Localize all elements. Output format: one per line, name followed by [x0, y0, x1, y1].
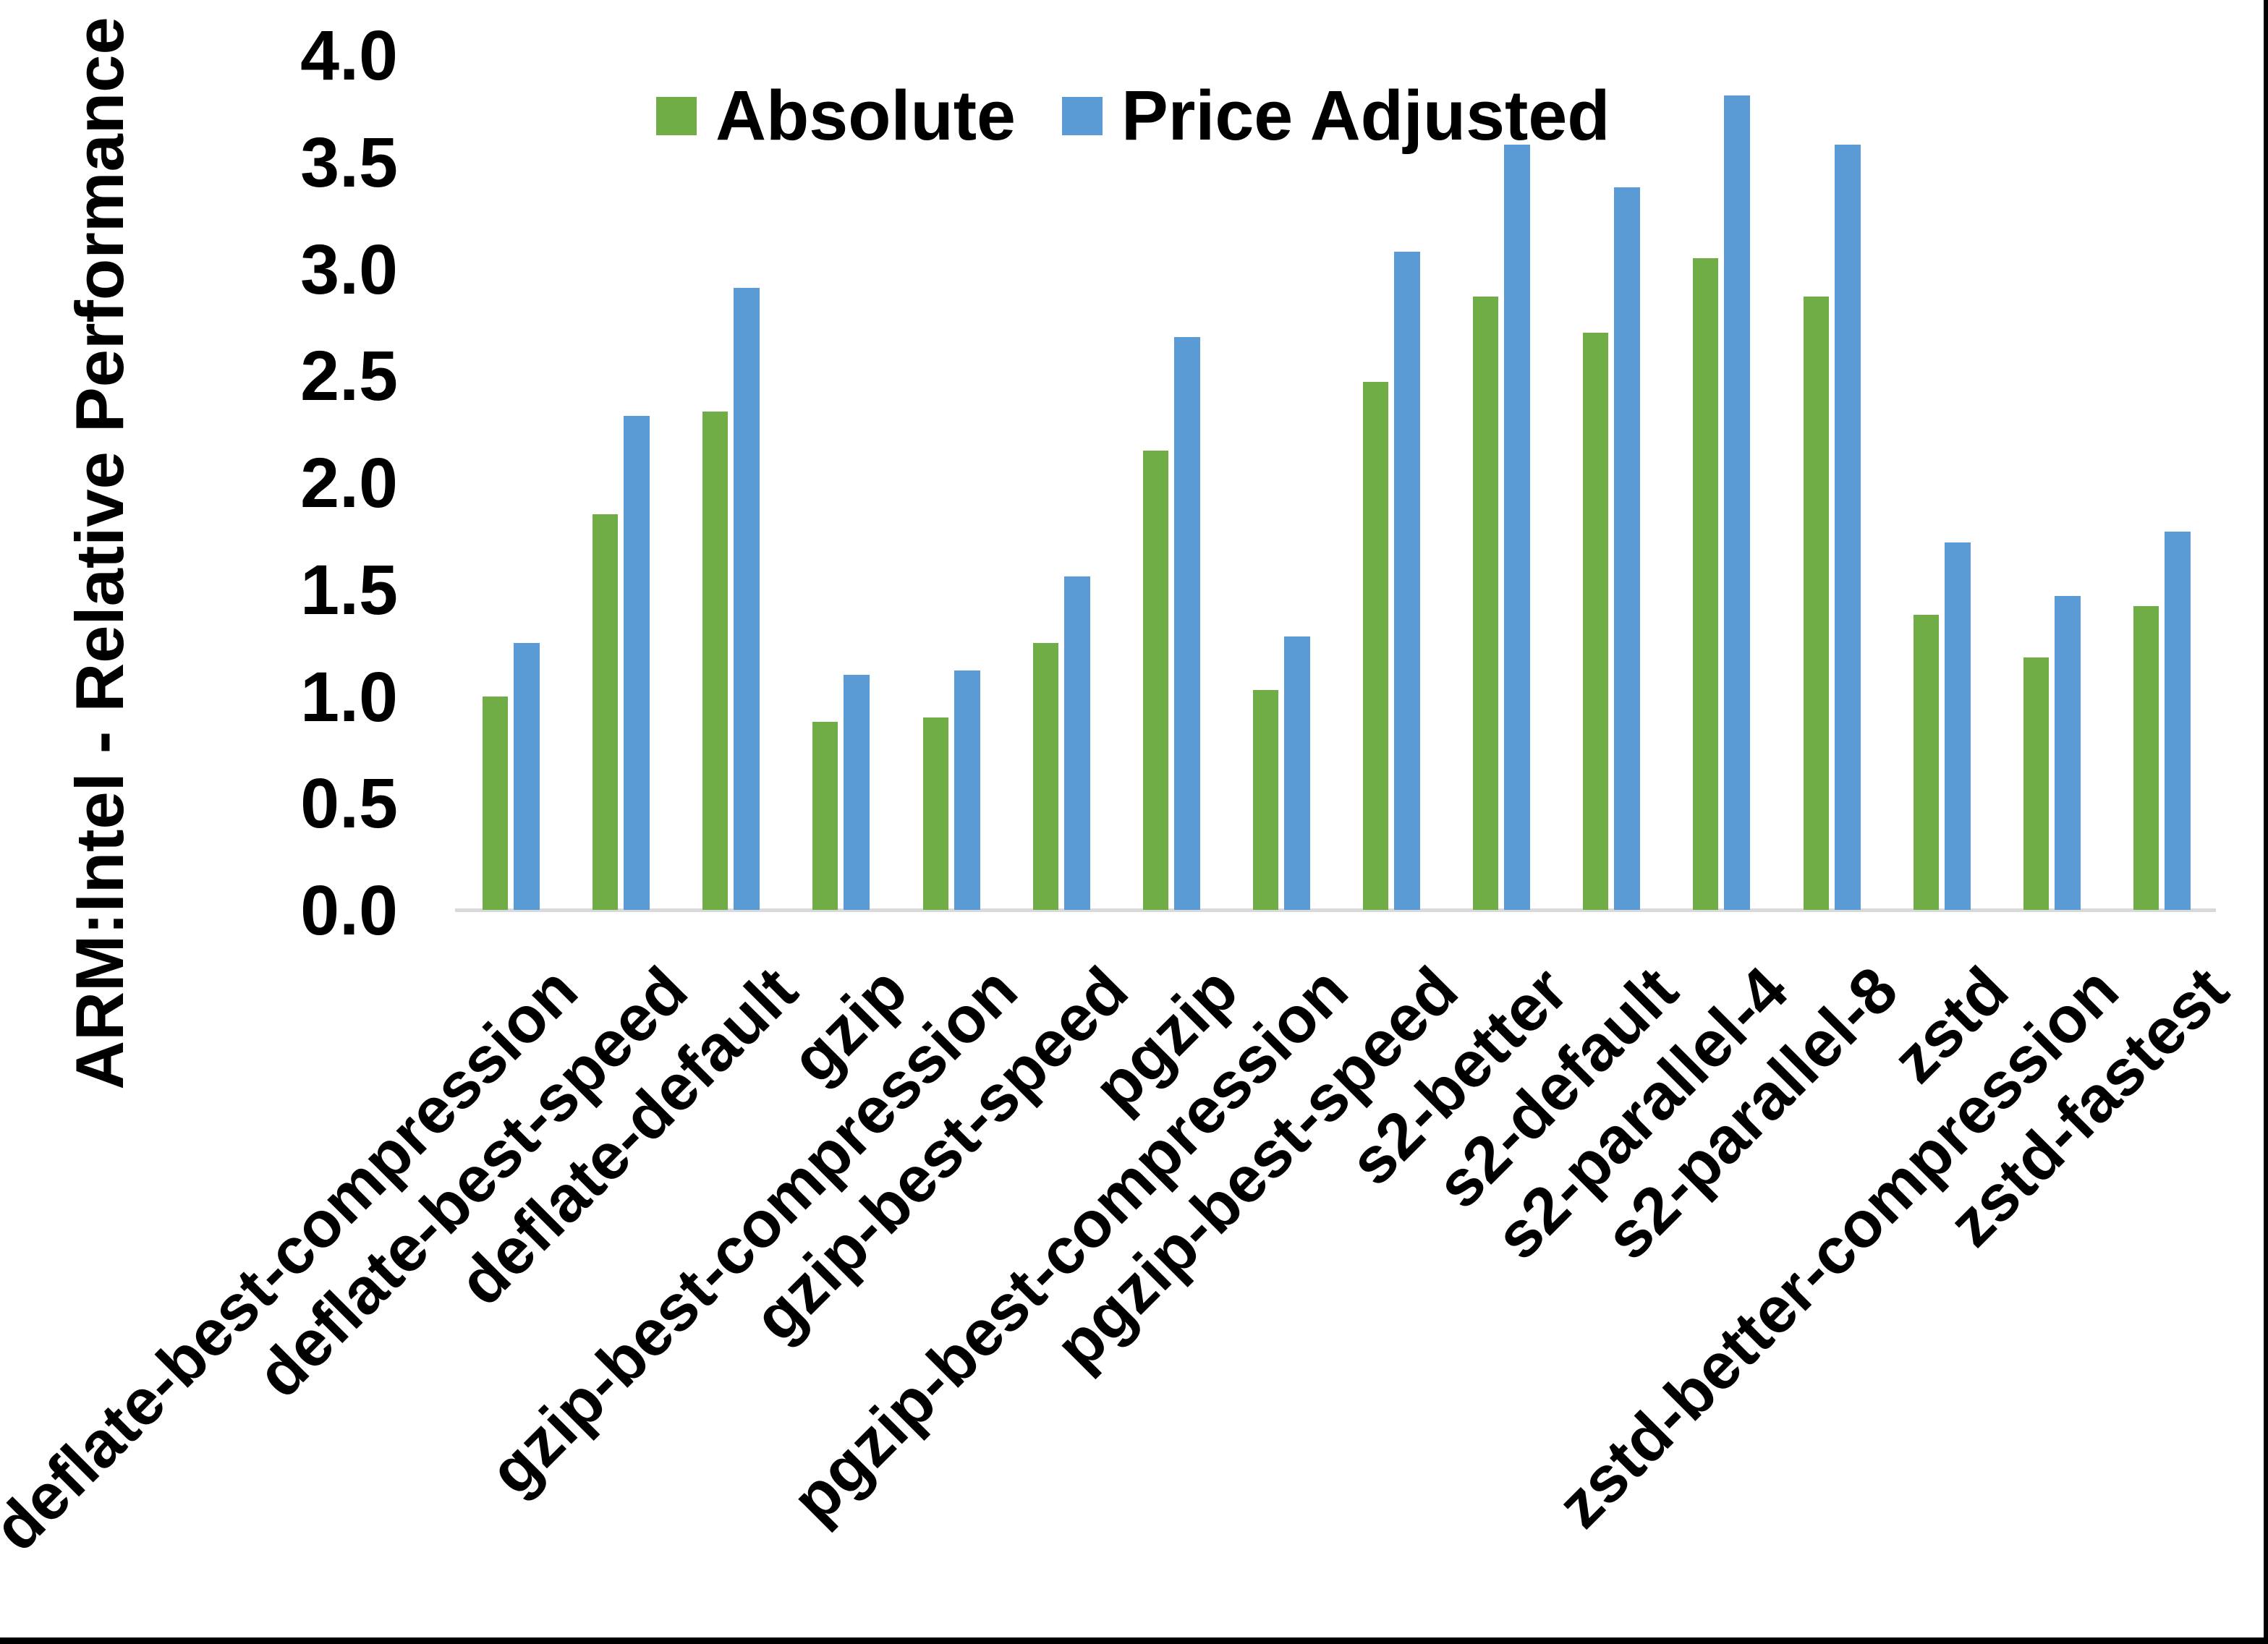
bar-price-adjusted-pgzip-best-compression: [1283, 636, 1310, 910]
bar-absolute-gzip-best-speed: [1032, 642, 1058, 910]
bar-price-adjusted-s2-parallel-4: [1724, 95, 1751, 910]
bar-price-adjusted-s2-default: [1614, 187, 1641, 910]
bar-absolute-zstd-fastest: [2133, 606, 2159, 910]
y-tick-label: 3.5: [300, 122, 398, 202]
bar-price-adjusted-gzip-best-speed: [1063, 576, 1090, 910]
legend-label-price-adjusted: Price Adjusted: [1121, 76, 1610, 155]
bar-price-adjusted-deflate-best-speed: [624, 416, 650, 910]
bar-price-adjusted-gzip-best-compression: [954, 670, 980, 910]
y-tick-label: 1.5: [300, 550, 398, 629]
y-tick-label: 0.0: [300, 871, 398, 950]
bar-absolute-s2-better: [1473, 296, 1499, 910]
bar-absolute-deflate-default: [702, 412, 729, 910]
y-tick-label: 0.5: [300, 764, 398, 843]
bar-absolute-gzip: [812, 721, 838, 910]
bar-price-adjusted-pgzip: [1173, 337, 1200, 910]
bar-price-adjusted-s2-better: [1504, 145, 1531, 910]
y-tick-label: 2.0: [300, 443, 398, 522]
bar-price-adjusted-zstd-fastest: [2164, 531, 2191, 910]
bar-absolute-zstd-better-compression: [2023, 657, 2049, 910]
legend-swatch-price-adjusted-icon: [1061, 96, 1103, 135]
bottom-border: [0, 1637, 2268, 1644]
y-tick-label: 4.0: [300, 16, 398, 95]
bar-price-adjusted-zstd: [1944, 542, 1971, 910]
bar-absolute-deflate-best-compression: [483, 696, 508, 910]
legend-swatch-absolute-icon: [656, 96, 697, 135]
bar-absolute-pgzip-best-speed: [1363, 382, 1388, 910]
bar-price-adjusted-s2-parallel-8: [1834, 145, 1861, 910]
bar-price-adjusted-deflate-best-compression: [514, 642, 540, 910]
x-axis-line: [455, 908, 2216, 912]
y-tick-label: 3.0: [300, 229, 398, 309]
bar-price-adjusted-deflate-default: [734, 288, 760, 910]
bar-absolute-gzip-best-compression: [922, 717, 948, 910]
y-axis-title: ARM:Intel - Relative Performance: [61, 17, 137, 1090]
bar-absolute-pgzip-best-compression: [1252, 689, 1278, 910]
legend: Absolute Price Adjusted: [656, 76, 1610, 155]
bar-absolute-zstd: [1913, 615, 1939, 910]
y-tick-label: 1.0: [300, 657, 398, 736]
bar-absolute-s2-default: [1583, 333, 1609, 910]
right-border: [2264, 0, 2268, 1644]
bar-absolute-deflate-best-speed: [593, 514, 619, 910]
bar-price-adjusted-zstd-better-compression: [2054, 595, 2081, 910]
bar-absolute-s2-parallel-8: [1803, 296, 1829, 910]
bar-absolute-pgzip: [1142, 450, 1168, 910]
bar-price-adjusted-gzip: [844, 674, 870, 910]
bar-price-adjusted-pgzip-best-speed: [1394, 251, 1420, 910]
y-tick-label: 2.5: [300, 336, 398, 416]
legend-label-absolute: Absolute: [715, 76, 1016, 155]
bar-absolute-s2-parallel-4: [1693, 257, 1719, 910]
